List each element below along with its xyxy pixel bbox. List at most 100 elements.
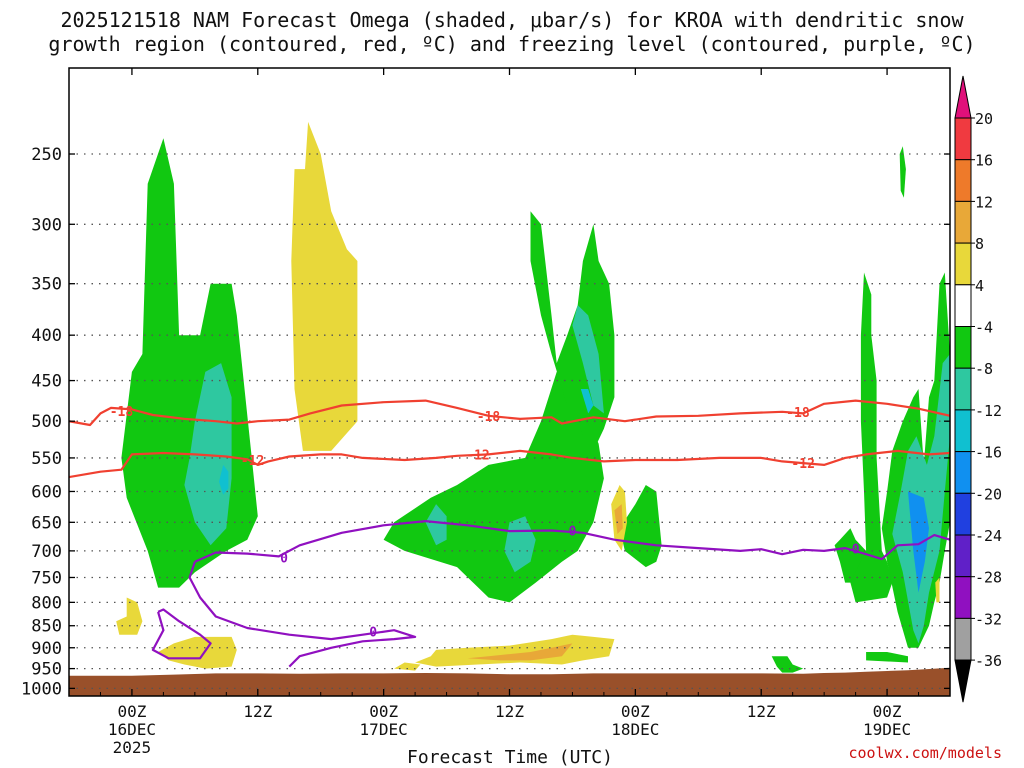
freezing-contour-lower (188, 561, 417, 668)
y-tick-label-900: 900 (31, 639, 62, 659)
omega-yellow-2 (116, 597, 143, 635)
y-tick-label-550: 550 (31, 449, 62, 469)
x-tick-label-2: 00Z (369, 702, 398, 721)
y-tick-label-1000: 1000 (21, 679, 62, 699)
contours-group (69, 399, 950, 668)
freezing-contour-main (194, 519, 950, 563)
y-tick-label-450: 450 (31, 372, 62, 392)
colorbar-bin-6 (954, 367, 972, 411)
colorbar-label-5: -4 (975, 319, 993, 337)
credit-text[interactable]: coolwx.com/models (848, 744, 1002, 762)
colorbar-bin-9 (954, 492, 972, 536)
y-tick-label-750: 750 (31, 568, 62, 588)
omega-shading-group (116, 121, 950, 673)
dgz-contour-minus12-label-0: -12 (241, 454, 264, 469)
dgz-contour-minus12 (69, 449, 950, 479)
colorbar-label-7: -12 (975, 402, 1002, 420)
dgz-contour-minus18 (69, 399, 950, 427)
y-axis: 2503003504004505005506006507007508008509… (21, 145, 950, 699)
x-tick-label-6: 00Z (873, 702, 902, 721)
dgz-contour-minus18-label-0: -18 (110, 405, 134, 420)
colorbar-label-4: 4 (975, 277, 984, 295)
dgz-contour-minus12-label-1: -12 (466, 448, 489, 463)
x-tick-label-5: 12Z (747, 702, 776, 721)
omega-green-10 (899, 146, 906, 198)
x-tick-label-0: 00Z (117, 702, 146, 721)
y-tick-label-400: 400 (31, 326, 62, 346)
omega-orange-1 (467, 643, 573, 661)
colorbar-bin-7 (954, 409, 972, 453)
freezing-contour-lower-label-0: 0 (369, 626, 377, 641)
y-tick-label-800: 800 (31, 593, 62, 613)
chart-title-line-2: growth region (contoured, red, ºC) and f… (48, 32, 976, 56)
contour-labels-group: -18 -18 -18 -12 -12 -12 0 0 0 0 (110, 405, 860, 641)
omega-green-8 (866, 652, 908, 663)
omega-orange-2 (614, 504, 623, 534)
colorbar-over-arrow (954, 75, 972, 119)
omega-green-7 (850, 272, 893, 603)
omega-yellow-3 (158, 636, 237, 669)
omega-cyan-2 (580, 389, 594, 414)
colorbar-label-12: -32 (975, 610, 1002, 628)
x-tick-label-4: 00Z (621, 702, 650, 721)
y-tick-label-500: 500 (31, 412, 62, 432)
y-tick-label-300: 300 (31, 215, 62, 235)
omega-green-1 (121, 138, 258, 588)
colorbar-bin-4 (954, 284, 972, 327)
y-tick-label-250: 250 (31, 145, 62, 165)
dgz-contour-minus18-label-2: -18 (786, 406, 810, 421)
colorbar: 20 16 12 8 4 -4 -8 -12 -16 -20 -24 -28 -32 -36 (954, 75, 1002, 703)
freezing-contour-main-label-1: 0 (569, 525, 577, 540)
colorbar-label-10: -24 (975, 527, 1002, 545)
colorbar-label-9: -20 (975, 485, 1002, 503)
x-tick-sublabel-6: 19DEC (863, 720, 911, 739)
colorbar-bin-11 (954, 576, 972, 619)
colorbar-bin-3 (954, 242, 972, 286)
y-tick-label-950: 950 (31, 660, 62, 680)
omega-yellow-7 (935, 577, 940, 603)
y-tick-label-700: 700 (31, 542, 62, 562)
x-tick-year-0: 2025 (113, 738, 152, 757)
colorbar-label-2: 12 (975, 193, 993, 211)
freezing-contour-loop (151, 608, 212, 660)
x-tick-label-1: 12Z (243, 702, 272, 721)
colorbar-label-3: 8 (975, 235, 984, 253)
chart-title-line-1: 2025121518 NAM Forecast Omega (shaded, μ… (60, 8, 964, 32)
colorbar-bin-2 (954, 200, 972, 244)
colorbar-bin-0 (954, 117, 972, 161)
colorbar-label-8: -16 (975, 444, 1002, 462)
omega-green-4 (619, 485, 662, 568)
omega-yellow-4 (415, 634, 615, 667)
colorbar-bin-5 (954, 326, 972, 369)
colorbar-label-0: 20 (975, 110, 993, 128)
omega-teal-4 (572, 305, 604, 414)
omega-green-5 (771, 656, 804, 673)
y-tick-label-650: 650 (31, 513, 62, 533)
x-tick-sublabel-2: 17DEC (360, 720, 408, 739)
omega-yellow-5 (394, 662, 421, 671)
colorbar-bin-10 (954, 534, 972, 578)
y-tick-label-600: 600 (31, 482, 62, 502)
colorbar-label-1: 16 (975, 152, 993, 170)
omega-cyan-1 (219, 464, 229, 495)
x-tick-label-3: 12Z (495, 702, 524, 721)
colorbar-bin-1 (954, 159, 972, 202)
dgz-contour-minus18-label-1: -18 (477, 410, 501, 425)
colorbar-bin-12 (954, 617, 972, 661)
freezing-contour-main-label-0: 0 (280, 551, 288, 566)
y-tick-label-350: 350 (31, 275, 62, 295)
dgz-contour-minus12-label-2: -12 (791, 457, 814, 472)
y-tick-label-850: 850 (31, 617, 62, 637)
colorbar-bin-8 (954, 451, 972, 494)
freezing-contour-main-label-2: 0 (852, 543, 860, 558)
x-axis-label: Forecast Time (UTC) (407, 747, 613, 768)
x-tick-sublabel-0: 16DEC (108, 720, 156, 739)
colorbar-label-13: -36 (975, 652, 1002, 670)
colorbar-label-11: -28 (975, 569, 1002, 587)
colorbar-under-arrow (954, 659, 972, 703)
omega-yellow-1 (291, 121, 358, 451)
x-tick-sublabel-4: 18DEC (611, 720, 659, 739)
colorbar-label-6: -8 (975, 360, 993, 378)
